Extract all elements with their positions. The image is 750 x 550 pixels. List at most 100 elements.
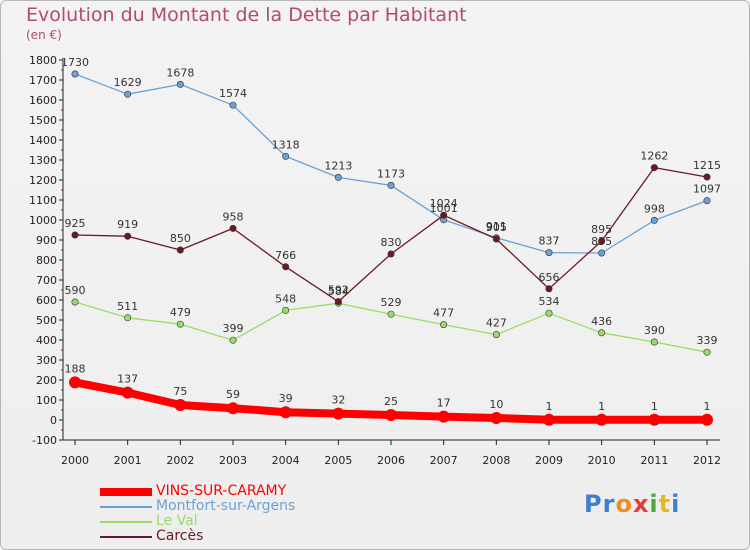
data-point (124, 314, 132, 322)
data-label: 850 (170, 232, 191, 245)
x-tick-label: 2003 (219, 454, 247, 467)
y-tick-label: 1300 (29, 154, 57, 167)
data-point (650, 164, 658, 172)
logo-letter: t (658, 490, 672, 518)
data-point (650, 338, 658, 346)
data-point (598, 329, 606, 337)
data-label: 1 (546, 400, 553, 413)
data-label: 766 (275, 249, 296, 262)
logo-letter: i (649, 490, 659, 518)
data-label: 1 (704, 400, 711, 413)
data-label: 479 (170, 306, 191, 319)
data-point (227, 402, 239, 415)
data-label: 592 (328, 284, 349, 297)
y-tick-label: 800 (36, 254, 57, 267)
data-label: 75 (173, 385, 187, 398)
data-label: 339 (697, 334, 718, 347)
data-point (703, 197, 711, 205)
x-tick-label: 2004 (272, 454, 300, 467)
data-point (437, 410, 450, 423)
y-tick-label: -100 (32, 434, 57, 447)
data-point (387, 310, 395, 318)
logo-letter: x (632, 490, 650, 518)
data-label: 137 (117, 373, 138, 386)
data-label: 59 (226, 388, 240, 401)
data-label: 548 (275, 292, 296, 305)
y-tick-label: 600 (36, 294, 57, 307)
x-tick-label: 2011 (640, 454, 668, 467)
data-point (282, 306, 290, 314)
legend-swatch (100, 488, 152, 496)
data-point (229, 101, 237, 109)
data-point (387, 181, 395, 189)
data-label: 1024 (430, 197, 458, 210)
data-point (229, 224, 237, 232)
data-label: 911 (486, 220, 507, 233)
y-tick-label: 1600 (29, 94, 57, 107)
data-label: 10 (489, 398, 503, 411)
y-tick-label: 1200 (29, 174, 57, 187)
logo-letter: P (584, 490, 603, 518)
data-point (282, 263, 290, 271)
data-label: 656 (539, 271, 560, 284)
y-tick-label: 200 (36, 374, 57, 387)
y-tick-label: 700 (36, 274, 57, 287)
data-point (124, 90, 132, 98)
data-label: 1629 (114, 76, 142, 89)
legend-label: VINS-SUR-CARAMY (156, 483, 287, 499)
x-tick-label: 2002 (166, 454, 194, 467)
logo-letter: o (615, 490, 633, 518)
legend-swatch (100, 521, 152, 523)
data-point (334, 298, 342, 306)
data-label: 1097 (693, 183, 721, 196)
legend-label: Montfort-sur-Argens (156, 498, 296, 514)
data-label: 477 (433, 307, 454, 320)
data-label: 1213 (324, 159, 352, 172)
data-point (598, 237, 606, 245)
y-tick-label: 1800 (29, 54, 57, 67)
data-point (595, 413, 608, 426)
data-label: 390 (644, 324, 665, 337)
data-point (282, 152, 290, 160)
data-point (703, 348, 711, 356)
chart-unit: (en €) (26, 28, 62, 42)
data-point (176, 80, 184, 88)
data-label: 39 (279, 392, 293, 405)
data-label: 534 (539, 295, 560, 308)
x-tick-label: 2001 (114, 454, 142, 467)
data-point (121, 386, 134, 399)
data-label: 436 (591, 315, 612, 328)
data-label: 837 (539, 235, 560, 248)
y-tick-label: 0 (50, 414, 57, 427)
data-point (492, 235, 500, 243)
data-label: 1 (651, 400, 658, 413)
data-point (176, 246, 184, 254)
data-label: 32 (331, 394, 345, 407)
data-label: 1 (598, 400, 605, 413)
x-tick-label: 2007 (430, 454, 458, 467)
x-tick-label: 2010 (588, 454, 616, 467)
data-label: 958 (223, 210, 244, 223)
y-tick-label: 900 (36, 234, 57, 247)
data-point (71, 231, 79, 239)
data-label: 427 (486, 317, 507, 330)
data-label: 1001 (430, 202, 458, 215)
y-tick-label: 100 (36, 394, 57, 407)
data-point (650, 216, 658, 224)
data-label: 17 (437, 397, 451, 410)
data-point (176, 320, 184, 328)
data-point (174, 399, 187, 411)
data-label: 925 (65, 217, 86, 230)
data-label: 1173 (377, 167, 405, 180)
legend-label: Le Val (156, 513, 198, 529)
data-point (71, 298, 79, 306)
legend-swatch (100, 506, 152, 508)
chart-title: Evolution du Montant de la Dette par Hab… (26, 4, 467, 26)
x-tick-label: 2005 (324, 454, 352, 467)
data-label: 830 (381, 236, 402, 249)
data-point (385, 409, 397, 421)
data-point (545, 309, 553, 317)
data-label: 511 (117, 300, 138, 313)
data-point (279, 406, 292, 419)
x-tick-label: 2008 (482, 454, 510, 467)
